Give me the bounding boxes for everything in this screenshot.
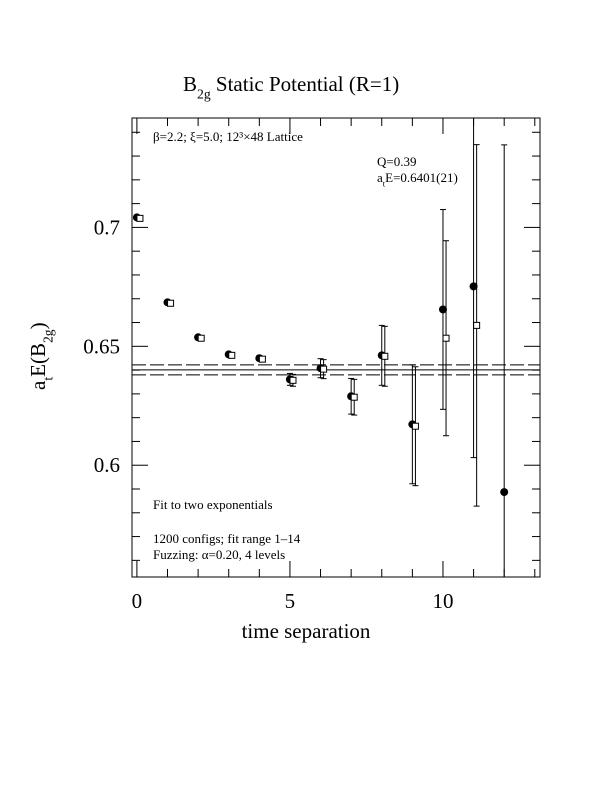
y-tick-label: 0.7: [94, 215, 120, 239]
point: [442, 334, 450, 342]
text-part: a: [26, 380, 50, 390]
text-part: B: [183, 72, 197, 96]
fit-note: Fit to two exponentials: [153, 497, 273, 512]
text-part: E=0.6401(21): [385, 170, 458, 185]
energy-note: atE=0.6401(21): [377, 170, 458, 189]
configs-note: 1200 configs; fit range 1–14: [153, 531, 301, 546]
x-tick-label: 10: [432, 589, 453, 613]
point: [350, 393, 358, 401]
y-tick-label: 0.65: [83, 334, 120, 358]
x-axis-label: time separation: [242, 619, 371, 643]
point: [469, 282, 478, 291]
x-tick-label: 0: [132, 589, 143, 613]
point: [167, 299, 175, 307]
chart-title: B2g Static Potential (R=1): [183, 72, 399, 101]
point: [197, 334, 205, 342]
plot-frame: [131, 117, 541, 578]
text-part: 2g: [40, 329, 55, 343]
text-part: t: [383, 179, 386, 189]
text-part: Static Potential (R=1): [211, 72, 400, 96]
text-part: t: [40, 377, 55, 381]
lattice-note: β=2.2; ξ=5.0; 12³×48 Lattice: [153, 129, 303, 144]
point: [411, 422, 419, 430]
point: [320, 365, 328, 373]
point: [438, 305, 447, 314]
point: [473, 321, 481, 329]
fuzzing-note: Fuzzing: α=0.20, 4 levels: [153, 547, 285, 562]
text-part: E(B: [26, 343, 50, 377]
point: [228, 351, 236, 359]
error-bar: [501, 144, 508, 577]
point: [500, 488, 509, 497]
point: [136, 214, 144, 222]
point: [381, 352, 389, 360]
point: [289, 376, 297, 384]
y-tick-label: 0.6: [94, 453, 120, 477]
q-note: Q=0.39: [377, 154, 416, 169]
point: [258, 355, 266, 363]
text-part: 2g: [197, 86, 211, 101]
y-axis-label: atE(B2g): [26, 322, 55, 390]
text-part: a: [377, 170, 383, 185]
text-part: ): [26, 322, 50, 329]
x-tick-label: 5: [285, 589, 296, 613]
